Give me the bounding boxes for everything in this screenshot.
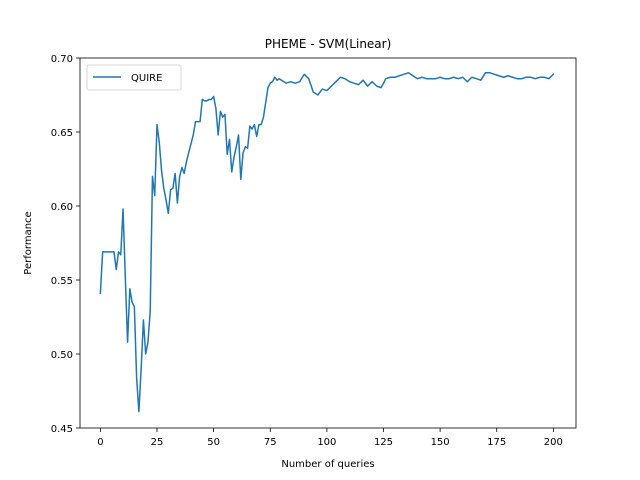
x-tick-label: 200 xyxy=(544,437,563,448)
plot-area: 0 25 50 75 100 125 150 175 200 0.450.500.550.600… xyxy=(51,54,577,448)
x-tick-label: 125 xyxy=(374,437,393,448)
y-axis-label: Performance xyxy=(23,211,34,274)
legend-label: QUIRE xyxy=(131,73,162,84)
plot-frame xyxy=(79,57,577,429)
y-tick-label: 0.50 xyxy=(51,350,73,361)
series-layer xyxy=(99,72,555,413)
legend: QUIRE xyxy=(86,64,182,91)
x-tick-label: 0 xyxy=(97,437,103,448)
series-line-quire xyxy=(99,72,555,413)
chart-title: PHEME - SVM(Linear) xyxy=(265,37,392,51)
x-tick-label: 175 xyxy=(487,437,506,448)
x-tick-label: 100 xyxy=(317,437,336,448)
y-axis: 0.45 0.50 0.55 0.60 0.65 0.70 xyxy=(51,54,80,435)
y-tick-label: 0.70 xyxy=(51,54,73,65)
legend-frame xyxy=(86,64,182,91)
y-tick-label: 0.45 xyxy=(51,424,73,435)
x-axis-label: Number of queries xyxy=(281,459,374,470)
x-tick-label: 50 xyxy=(207,437,220,448)
y-tick-label: 0.65 xyxy=(51,128,73,139)
x-tick-label: 150 xyxy=(431,437,450,448)
x-tick-label: 75 xyxy=(264,437,277,448)
x-tick-label: 25 xyxy=(151,437,164,448)
y-tick-label: 0.55 xyxy=(51,276,73,287)
y-tick-label: 0.60 xyxy=(51,202,73,213)
x-axis: 0 25 50 75 100 125 150 175 200 xyxy=(97,428,563,448)
